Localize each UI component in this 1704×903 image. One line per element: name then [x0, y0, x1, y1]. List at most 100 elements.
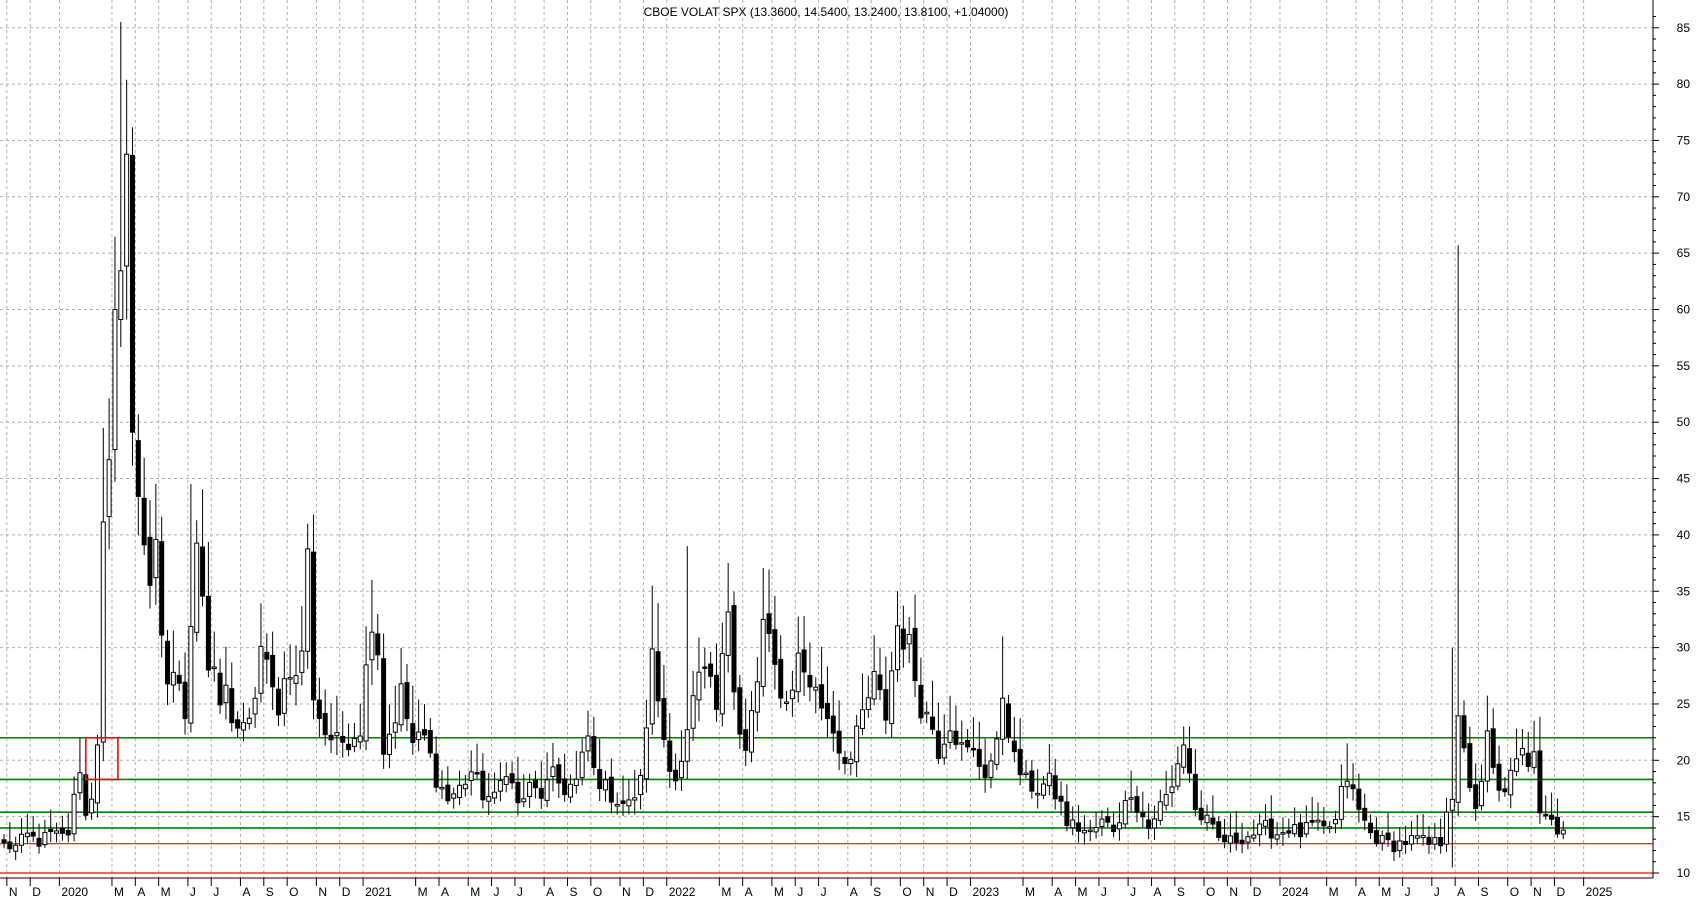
- candle-down: [1198, 807, 1204, 821]
- candle-down: [597, 769, 603, 790]
- candle-down: [836, 730, 842, 754]
- candle-up: [813, 686, 819, 691]
- candle-up: [1000, 697, 1006, 740]
- candle-up: [1163, 794, 1169, 806]
- x-tick-label: A: [546, 885, 554, 899]
- candle-up: [1070, 819, 1076, 829]
- candle-up: [1041, 783, 1047, 796]
- candle-down: [182, 681, 188, 720]
- y-tick-label: 25: [1677, 697, 1691, 711]
- candle-up: [439, 786, 445, 790]
- candle-up: [386, 733, 392, 755]
- candle-down: [59, 827, 65, 834]
- candle-down: [1076, 822, 1082, 832]
- candle-up: [1257, 823, 1263, 836]
- candle-down: [427, 730, 433, 754]
- candle-down: [445, 784, 451, 802]
- candle-down: [1105, 816, 1111, 823]
- candle-down: [1321, 820, 1327, 827]
- candle-down: [1525, 752, 1531, 767]
- chart-title: CBOE VOLAT SPX (13.3600, 14.5400, 13.240…: [644, 5, 1009, 19]
- candle-up: [100, 521, 106, 743]
- candle-up: [1099, 818, 1105, 828]
- candle-up: [638, 775, 644, 796]
- candle-down: [1210, 817, 1216, 825]
- candle-down: [824, 702, 830, 720]
- x-tick-label: D: [1556, 885, 1565, 899]
- x-tick-label: 2023: [972, 885, 999, 899]
- x-tick-label: J: [1130, 885, 1136, 899]
- y-tick-label: 55: [1677, 359, 1691, 373]
- candle-down: [830, 715, 836, 734]
- x-tick-label: D: [949, 885, 958, 899]
- candle-down: [229, 688, 235, 724]
- x-tick-label: S: [873, 885, 881, 899]
- x-tick-label: J: [1101, 885, 1107, 899]
- candle-up: [1087, 829, 1093, 833]
- x-tick-label: N: [318, 885, 327, 899]
- candle-up: [281, 678, 287, 714]
- x-tick-label: 2020: [61, 885, 88, 899]
- x-tick-label: 2022: [669, 885, 696, 899]
- x-tick-label: M: [114, 885, 124, 899]
- candle-down: [1537, 750, 1543, 814]
- candle-up: [1327, 826, 1333, 829]
- candle-up: [1262, 819, 1268, 827]
- candle-down: [322, 712, 328, 736]
- candle-up: [649, 648, 655, 725]
- candle-down: [620, 800, 626, 804]
- candle-down: [235, 719, 241, 729]
- candle-down: [970, 747, 976, 751]
- x-tick-label: 2025: [1586, 885, 1613, 899]
- candle-up: [1116, 822, 1122, 830]
- candle-down: [713, 674, 719, 710]
- candle-down: [883, 689, 889, 721]
- candle-down: [205, 595, 211, 671]
- candle-down: [264, 651, 270, 660]
- candle-down: [953, 730, 959, 745]
- x-tick-label: A: [1457, 885, 1465, 899]
- candle-up: [784, 701, 790, 704]
- candle-up: [1432, 837, 1438, 845]
- candle-down: [1058, 795, 1064, 802]
- candle-down: [562, 778, 568, 796]
- candle-down: [1309, 819, 1315, 823]
- candle-up: [544, 779, 550, 801]
- candle-down: [159, 541, 165, 636]
- candle-down: [421, 729, 427, 736]
- x-tick-label: N: [926, 885, 935, 899]
- candle-down: [772, 629, 778, 665]
- candle-down: [743, 729, 749, 751]
- candle-down: [1461, 715, 1467, 749]
- candle-down: [766, 613, 772, 634]
- candle-up: [585, 735, 591, 752]
- candle-up: [871, 670, 877, 700]
- x-tick-label: J: [494, 885, 500, 899]
- candle-down: [930, 716, 936, 730]
- candle-up: [124, 153, 130, 267]
- candle-down: [135, 440, 141, 497]
- x-tick-label: J: [797, 885, 803, 899]
- candle-up: [194, 542, 200, 633]
- candle-up: [690, 695, 696, 729]
- candle-down: [1438, 837, 1444, 847]
- x-tick-label: J: [1405, 885, 1411, 899]
- candle-down: [1017, 748, 1023, 776]
- candle-down: [778, 658, 784, 699]
- candle-down: [328, 734, 334, 741]
- candle-up: [252, 697, 258, 715]
- candle-down: [30, 831, 36, 837]
- candle-down: [655, 651, 661, 702]
- candle-down: [976, 748, 982, 767]
- candle-down: [200, 546, 206, 597]
- x-tick-label: A: [745, 885, 753, 899]
- candle-down: [1239, 839, 1245, 845]
- candle-up: [1338, 786, 1344, 820]
- candle-up: [13, 844, 19, 852]
- candle-up: [1443, 811, 1449, 845]
- candle-up: [486, 796, 492, 802]
- candle-down: [1029, 770, 1035, 792]
- candle-up: [153, 539, 159, 579]
- candle-up: [1379, 835, 1385, 844]
- candle-down: [532, 779, 538, 789]
